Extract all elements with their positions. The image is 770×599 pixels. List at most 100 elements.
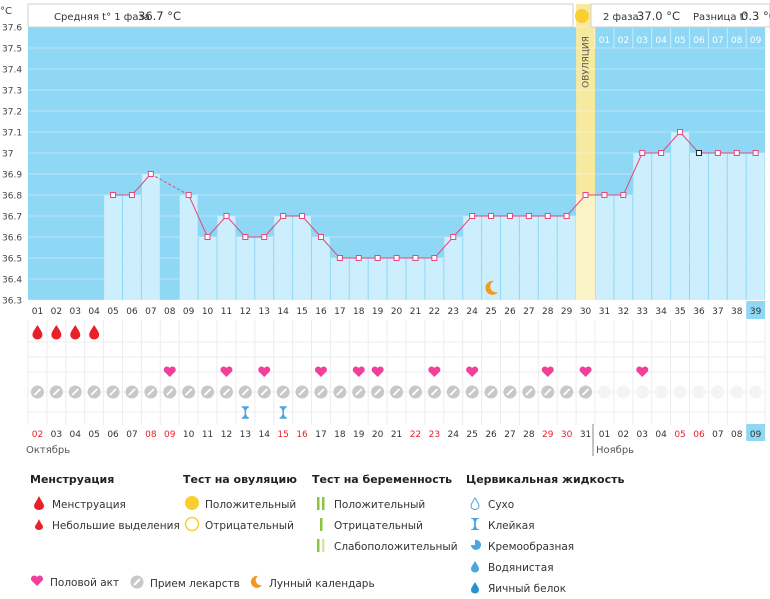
date-label: 02 bbox=[32, 430, 43, 440]
ovulation-sun-icon bbox=[575, 9, 589, 23]
date-label: 16 bbox=[296, 430, 308, 440]
pill-slash bbox=[166, 388, 174, 396]
temp-line-gap bbox=[150, 173, 189, 196]
month-label: Ноябрь bbox=[596, 445, 634, 456]
current-date-highlight bbox=[746, 424, 766, 441]
heart-icon bbox=[371, 366, 384, 377]
watery-drop-icon bbox=[466, 560, 484, 576]
ovulation-label: ОВУЛЯЦИЯ bbox=[582, 36, 592, 88]
y-tick-label: 36.7 bbox=[2, 213, 22, 223]
cycle-day-label: 26 bbox=[504, 307, 516, 317]
heart-icon bbox=[428, 366, 441, 377]
temp-bar bbox=[633, 153, 652, 300]
pill-slash bbox=[355, 388, 363, 396]
temp-point bbox=[752, 150, 759, 156]
cycle-day-label: 09 bbox=[183, 307, 195, 317]
cycle-day-label: 29 bbox=[561, 307, 573, 317]
phase2-value: 37.0 °C bbox=[637, 9, 680, 23]
date-label: 29 bbox=[542, 430, 554, 440]
legend-menstruation: Менструация Менструация Небольшие выделе… bbox=[30, 473, 180, 536]
temp-point bbox=[488, 213, 495, 219]
blood-drop-icon bbox=[32, 325, 43, 340]
date-label: 20 bbox=[372, 430, 384, 440]
temp-point bbox=[714, 150, 721, 156]
temp-point bbox=[544, 213, 551, 219]
temp-point bbox=[677, 129, 684, 135]
next-cycle-day-label: 02 bbox=[618, 36, 629, 46]
cycle-day-label: 30 bbox=[580, 307, 592, 317]
pill-slash bbox=[222, 388, 231, 396]
cycle-day-label: 12 bbox=[240, 307, 251, 317]
date-label: 03 bbox=[51, 430, 62, 440]
y-tick-label: 37.2 bbox=[2, 108, 22, 118]
temp-bar bbox=[482, 216, 500, 300]
temp-point bbox=[450, 234, 457, 240]
pill-icon bbox=[673, 385, 687, 399]
heart-icon bbox=[636, 366, 649, 377]
cycle-day-label: 10 bbox=[202, 307, 214, 317]
temp-point bbox=[128, 192, 135, 198]
date-label: 07 bbox=[126, 430, 137, 440]
temp-bar bbox=[255, 237, 274, 300]
pill-icon bbox=[616, 385, 630, 399]
cycle-day-label: 17 bbox=[334, 307, 345, 317]
y-tick-label: 36.9 bbox=[2, 171, 22, 181]
phase1-value: 36.7 °C bbox=[138, 9, 181, 23]
temp-bar bbox=[614, 195, 633, 300]
date-label: 18 bbox=[334, 430, 346, 440]
legend-item: Отрицательный bbox=[205, 519, 294, 532]
current-day-highlight bbox=[746, 301, 766, 319]
date-label: 08 bbox=[145, 430, 157, 440]
temp-point bbox=[374, 255, 381, 261]
cycle-day-label: 11 bbox=[221, 307, 232, 317]
temp-bar bbox=[501, 216, 519, 300]
temp-point bbox=[431, 255, 438, 261]
legend-title: Тест на овуляцию bbox=[183, 473, 297, 486]
pill-icon bbox=[654, 385, 668, 399]
legend-item: Половой акт bbox=[50, 576, 120, 589]
date-label: 17 bbox=[315, 430, 326, 440]
date-label: 05 bbox=[674, 430, 685, 440]
heart-icon bbox=[163, 366, 176, 377]
legend-item: Яичный белок bbox=[488, 582, 567, 595]
temp-point bbox=[223, 213, 230, 219]
date-label: 21 bbox=[391, 430, 402, 440]
pill-icon bbox=[130, 575, 144, 592]
legend-title: Тест на беременность bbox=[312, 473, 453, 486]
cycle-day-label: 19 bbox=[372, 307, 384, 317]
heart-icon bbox=[466, 366, 479, 377]
legend-item: Слабоположительный bbox=[334, 540, 458, 553]
legend-item: Небольшие выделения bbox=[52, 519, 180, 532]
moon-icon bbox=[485, 280, 499, 295]
temp-bar bbox=[349, 258, 368, 300]
pill-slash bbox=[90, 388, 98, 396]
y-tick-label: 36.8 bbox=[2, 192, 22, 202]
date-label: 15 bbox=[277, 430, 288, 440]
temp-bar bbox=[293, 216, 311, 300]
y-tick-label: 36.5 bbox=[2, 255, 22, 265]
positive-sun-icon bbox=[183, 495, 201, 514]
cycle-day-label: 01 bbox=[32, 307, 43, 317]
temp-point bbox=[242, 234, 249, 240]
blood-drop-icon bbox=[30, 496, 48, 513]
date-label: 05 bbox=[88, 430, 99, 440]
temp-bar bbox=[104, 195, 122, 300]
temp-bar bbox=[538, 216, 557, 300]
legend-title: Менструация bbox=[30, 473, 115, 486]
temp-point bbox=[601, 192, 608, 198]
negative-circle-icon bbox=[183, 516, 201, 535]
legend-item: Менструация bbox=[52, 498, 126, 511]
temp-point bbox=[695, 150, 702, 156]
temp-point bbox=[355, 255, 362, 261]
next-cycle-day-label: 04 bbox=[655, 36, 667, 46]
temp-bar bbox=[746, 153, 765, 300]
pill-icon bbox=[730, 385, 744, 399]
blood-drop-icon bbox=[70, 325, 81, 340]
y-tick-label: 37.5 bbox=[2, 45, 22, 55]
heart-icon bbox=[258, 366, 271, 377]
pill-slash bbox=[563, 388, 571, 396]
cycle-day-label: 39 bbox=[750, 307, 762, 317]
unit-label: °C bbox=[0, 6, 12, 17]
month-label: Октябрь bbox=[26, 445, 70, 456]
cycle-day-label: 02 bbox=[51, 307, 62, 317]
